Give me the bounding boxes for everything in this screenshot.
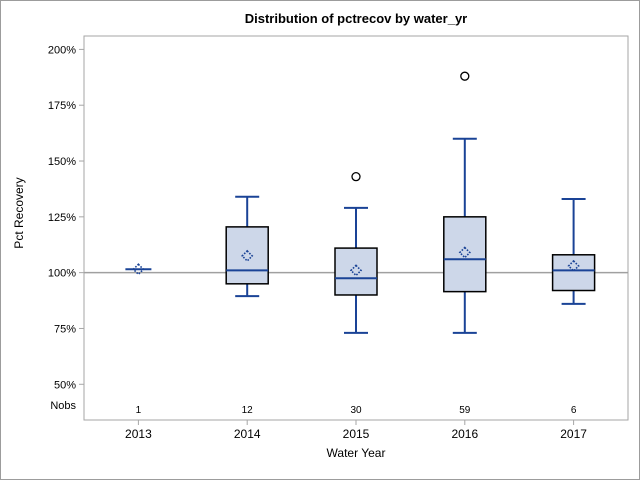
y-tick-label: 75%	[54, 323, 76, 335]
nobs-value: 1	[136, 405, 142, 416]
x-tick-label: 2014	[234, 427, 261, 441]
nobs-row-label: Nobs	[50, 400, 76, 412]
nobs-value: 12	[242, 405, 254, 416]
nobs-value: 6	[571, 405, 577, 416]
x-tick-label: 2015	[343, 427, 370, 441]
x-tick-label: 2013	[125, 427, 152, 441]
outlier-point	[460, 71, 470, 81]
y-tick-label: 200%	[48, 44, 76, 56]
x-axis-label: Water Year	[326, 446, 386, 460]
y-tick-label: 100%	[48, 268, 76, 280]
nobs-value: 59	[459, 405, 471, 416]
iqr-box	[225, 226, 269, 285]
iqr-box	[334, 247, 378, 296]
iqr-box	[443, 216, 487, 293]
y-tick-label: 50%	[54, 379, 76, 391]
outlier-point	[351, 172, 361, 182]
y-tick-label: 175%	[48, 100, 76, 112]
x-tick-label: 2016	[451, 427, 478, 441]
nobs-value: 30	[350, 405, 362, 416]
x-tick-label: 2017	[560, 427, 587, 441]
chart-title: Distribution of pctrecov by water_yr	[244, 11, 468, 26]
y-tick-label: 125%	[48, 212, 76, 224]
y-tick-label: 150%	[48, 156, 76, 168]
